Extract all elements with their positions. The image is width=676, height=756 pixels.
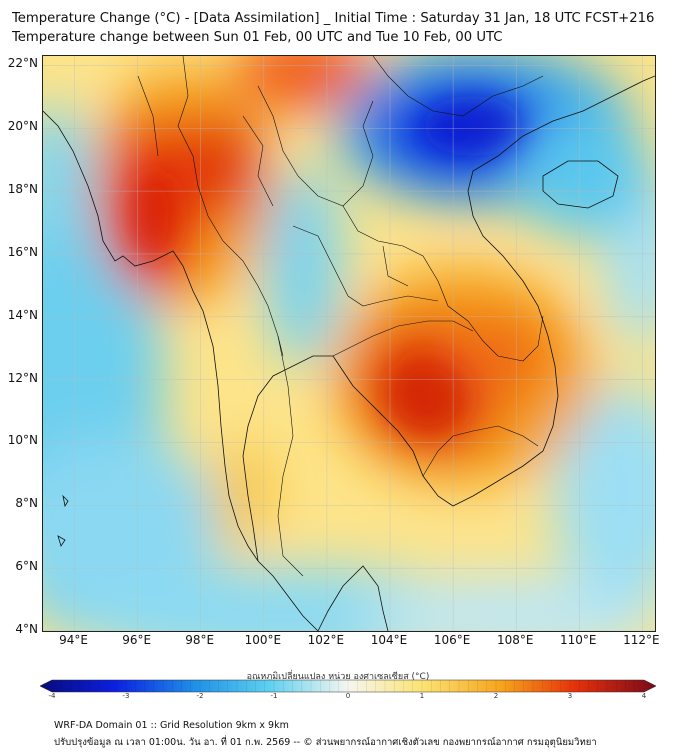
- lat-tick-label: 10°N: [7, 433, 38, 448]
- colorbar-tick-label: 0: [345, 692, 351, 700]
- lat-tick-label: 12°N: [7, 370, 38, 385]
- map-canvas: [43, 56, 655, 631]
- lon-tick-label: 96°E: [122, 633, 152, 647]
- lon-tick-label: 98°E: [185, 633, 215, 647]
- colorbar: [40, 679, 656, 693]
- lon-tick-label: 100°E: [244, 633, 282, 647]
- lat-tick-label: 8°N: [15, 496, 38, 511]
- lon-tick-label: 104°E: [370, 633, 408, 647]
- lat-tick-label: 6°N: [15, 559, 38, 574]
- colorbar-tick-label: 4: [641, 692, 647, 700]
- lat-lon-grid: [43, 56, 655, 631]
- lat-tick-label: 14°N: [7, 307, 38, 322]
- colorbar-tick-label: -2: [196, 692, 204, 700]
- lat-tick-label: 18°N: [7, 182, 38, 197]
- footer-model-info: WRF-DA Domain 01 :: Grid Resolution 9km …: [54, 720, 289, 731]
- colorbar-tick-label: 3: [567, 692, 573, 700]
- coastlines: [43, 75, 655, 631]
- temperature-change-map[interactable]: [42, 55, 656, 632]
- lon-tick-label: 110°E: [560, 633, 597, 647]
- chart-subtitle: Temperature change between Sun 01 Feb, 0…: [12, 30, 503, 45]
- colorbar-tick-label: -1: [270, 692, 278, 700]
- lon-tick-label: 94°E: [59, 633, 88, 647]
- colorbar-title: อุณหภูมิเปลี่ยนแปลง หน่วย องศาเซลเซียส (…: [246, 672, 430, 682]
- colorbar-tick-label: 2: [493, 692, 499, 700]
- colorbar-tick-label: 1: [419, 692, 425, 700]
- lat-tick-label: 4°N: [15, 622, 38, 636]
- lon-tick-label: 112°E: [623, 633, 660, 647]
- lon-tick-label: 102°E: [307, 633, 345, 647]
- lat-tick-label: 16°N: [7, 244, 38, 259]
- lat-tick-label: 20°N: [7, 119, 38, 134]
- chart-title: Temperature Change (°C) - [Data Assimila…: [12, 11, 655, 26]
- country-borders: [137, 56, 544, 577]
- footer-credit: ปรับปรุงข้อมูล ณ เวลา 01:00น. วัน อา. ที…: [54, 737, 597, 748]
- colorbar-tick-label: -3: [122, 692, 130, 700]
- lon-tick-label: 106°E: [433, 633, 471, 647]
- lat-tick-label: 22°N: [7, 56, 38, 71]
- lon-tick-label: 108°E: [496, 633, 534, 647]
- colorbar-tick-label: -4: [48, 692, 56, 700]
